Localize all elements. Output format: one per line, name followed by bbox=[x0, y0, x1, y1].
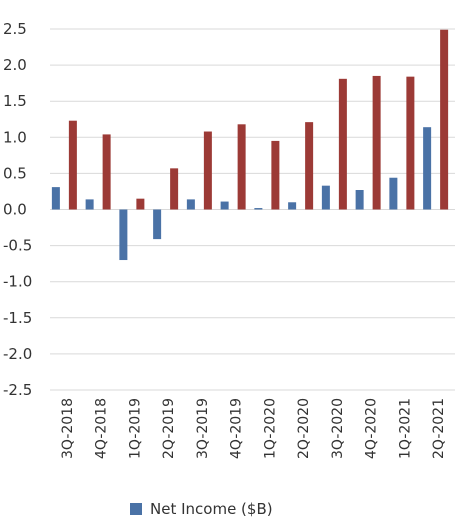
x-tick-label: 4Q-2020 bbox=[364, 398, 380, 459]
bar bbox=[254, 208, 263, 210]
x-tick-label: 3Q-2020 bbox=[330, 398, 346, 459]
bar bbox=[220, 201, 229, 210]
chart-svg: 2.5 2.0 1.5 1.0 0.5 0.0 -0.5 -1.0 -1.5 -2.0 -2.5 3Q… bbox=[3, 20, 455, 459]
bar bbox=[406, 76, 415, 210]
y-tick-label: -0.5 bbox=[3, 237, 32, 255]
bar bbox=[136, 198, 145, 210]
y-tick-label: -2.5 bbox=[3, 381, 32, 399]
x-tick-label: 1Q-2021 bbox=[397, 398, 413, 459]
bar bbox=[389, 177, 398, 210]
bar bbox=[119, 209, 128, 261]
bar bbox=[51, 187, 60, 210]
x-tick-label: 2Q-2020 bbox=[296, 398, 312, 459]
y-tick-label: 2.0 bbox=[3, 56, 27, 74]
x-tick-label: 4Q-2018 bbox=[94, 398, 110, 459]
y-tick-label: -1.0 bbox=[3, 273, 32, 291]
y-tick-label: 0.5 bbox=[3, 164, 27, 182]
legend: Net Income ($B) bbox=[130, 500, 273, 518]
bar bbox=[440, 29, 449, 210]
bar bbox=[338, 78, 347, 210]
y-tick-label: 0.0 bbox=[3, 201, 27, 219]
x-tick-label: 3Q-2018 bbox=[60, 398, 76, 459]
bar bbox=[305, 122, 314, 210]
y-tick-label: 1.0 bbox=[3, 128, 27, 146]
bar bbox=[271, 140, 280, 210]
bar bbox=[203, 131, 212, 210]
legend-swatch-net-income bbox=[130, 503, 142, 515]
x-tick-label: 4Q-2019 bbox=[229, 398, 245, 459]
x-tick-label: 2Q-2021 bbox=[431, 398, 447, 459]
bar bbox=[85, 199, 94, 210]
bar bbox=[186, 199, 195, 210]
legend-label-net-income: Net Income ($B) bbox=[150, 500, 273, 518]
x-tick-label: 1Q-2019 bbox=[127, 398, 143, 459]
y-tick-label: 1.5 bbox=[3, 92, 27, 110]
bar bbox=[321, 185, 330, 210]
bar bbox=[355, 190, 364, 210]
bar bbox=[153, 209, 162, 240]
bar bbox=[423, 127, 432, 210]
x-tick-label: 1Q-2020 bbox=[262, 398, 278, 459]
bar bbox=[372, 75, 381, 210]
bar bbox=[288, 202, 297, 210]
y-tick-label: -2.0 bbox=[3, 345, 32, 363]
bar bbox=[170, 168, 179, 210]
y-tick-label: -1.5 bbox=[3, 309, 32, 327]
bar bbox=[237, 124, 246, 210]
x-tick-label: 3Q-2019 bbox=[195, 398, 211, 459]
bar bbox=[68, 120, 77, 210]
x-tick-label: 2Q-2019 bbox=[161, 398, 177, 459]
bar bbox=[102, 134, 111, 210]
y-tick-label: 2.5 bbox=[3, 20, 27, 38]
